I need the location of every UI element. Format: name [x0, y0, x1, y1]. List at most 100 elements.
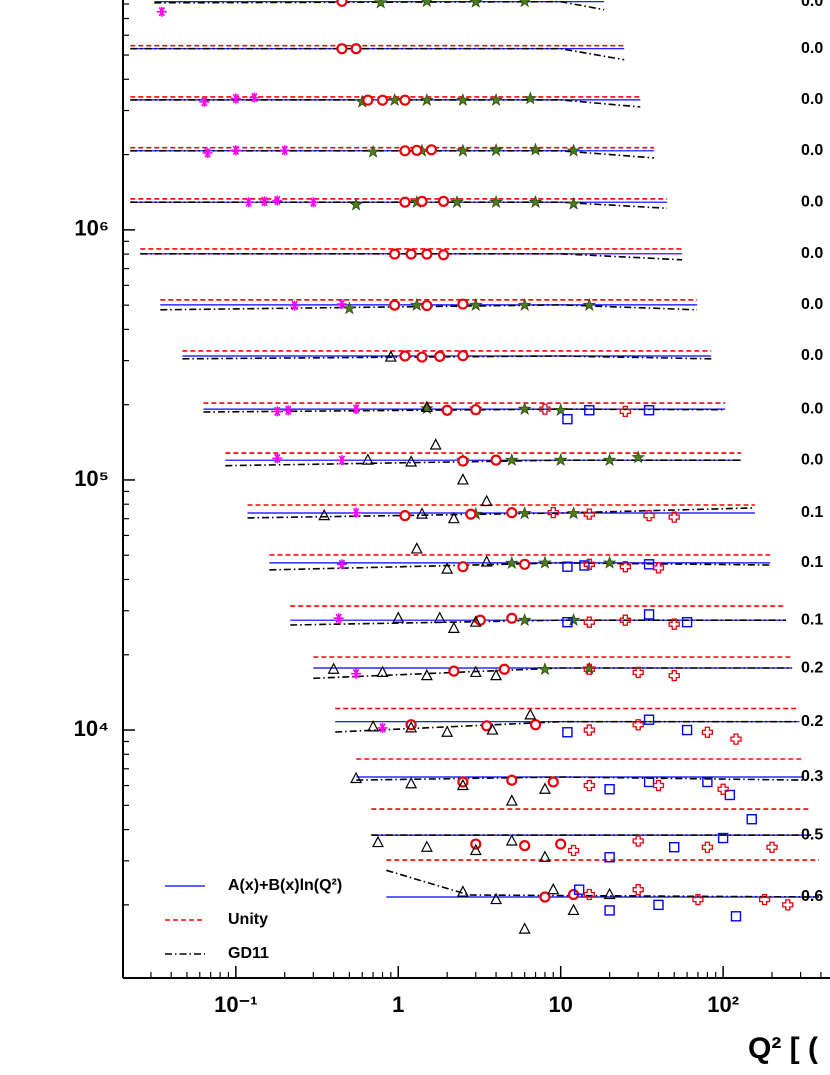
row-label: 0.0: [801, 347, 823, 364]
marker-triangle: [480, 555, 493, 567]
series-line: [130, 201, 668, 210]
y-tick-label: 10⁴: [74, 716, 109, 741]
marker-square: [604, 852, 615, 863]
marker-square: [604, 784, 615, 795]
marker-cross: [583, 663, 595, 675]
marker-circle: [470, 404, 482, 416]
marker-triangle: [392, 611, 405, 623]
row-label: 0.0: [801, 40, 823, 57]
marker-star: [469, 0, 483, 8]
row-label: 0.2: [801, 713, 823, 730]
marker-triangle: [327, 662, 340, 674]
marker-square: [584, 405, 595, 416]
x-tick-label: 1: [392, 992, 404, 1017]
marker-cross: [668, 670, 680, 682]
marker-star: [566, 613, 581, 626]
marker-triangle: [350, 771, 363, 784]
marker-square: [746, 814, 757, 825]
marker-asterisk: [283, 405, 294, 416]
marker-triangle: [420, 840, 433, 852]
marker-cross: [583, 558, 595, 570]
marker-square: [643, 609, 655, 620]
marker-square: [653, 899, 664, 911]
marker-circle: [437, 195, 450, 207]
marker-star: [373, 0, 388, 9]
marker-circle: [506, 774, 518, 786]
marker-cross: [619, 405, 631, 418]
marker-square: [643, 405, 655, 416]
series-line: [130, 47, 625, 61]
marker-triangle: [538, 782, 551, 794]
marker-circle: [399, 350, 411, 362]
marker-triangle: [405, 776, 418, 789]
marker-cross: [583, 888, 595, 901]
marker-cross: [632, 719, 644, 731]
marker-cross: [619, 561, 631, 573]
marker-triangle: [405, 721, 418, 733]
marker-triangle: [505, 834, 518, 846]
marker-cross: [632, 884, 644, 896]
legend-label: GD11: [228, 945, 269, 962]
marker-square: [681, 616, 693, 628]
marker-square: [573, 884, 585, 895]
marker-star: [582, 297, 597, 311]
marker-triangle: [420, 668, 433, 681]
marker-circle: [336, 0, 348, 7]
legend-label: A(x)+B(x)ln(Q²): [228, 877, 342, 894]
marker-triangle: [376, 665, 389, 678]
marker-triangle: [410, 542, 423, 554]
marker-cross: [766, 841, 778, 853]
row-label: 0.5: [801, 826, 823, 843]
marker-star: [523, 91, 538, 105]
marker-circle: [416, 351, 428, 363]
marker-circle: [399, 510, 411, 522]
marker-circle: [539, 891, 551, 903]
marker-cross: [583, 779, 595, 792]
marker-triangle: [518, 922, 531, 934]
marker-square: [579, 560, 590, 571]
marker-cross: [668, 618, 680, 630]
row-label: 0.0: [801, 400, 823, 417]
row-label: 0.1: [801, 554, 823, 571]
marker-star: [421, 0, 433, 8]
marker-square: [643, 559, 655, 570]
marker-cross: [652, 779, 665, 792]
marker-asterisk: [230, 145, 241, 156]
marker-star: [528, 142, 543, 156]
marker-cross: [782, 899, 794, 911]
marker-star: [420, 92, 434, 106]
marker-circle: [437, 249, 450, 261]
marker-circle: [555, 838, 567, 850]
marker-star: [489, 93, 503, 106]
marker-triangle: [367, 720, 380, 732]
marker-square: [669, 842, 680, 853]
row-label: 0.0: [801, 245, 823, 262]
marker-asterisk: [230, 93, 241, 104]
marker-circle: [448, 665, 460, 677]
marker-cross: [539, 403, 551, 415]
series-line: [290, 619, 786, 626]
marker-circle: [389, 248, 401, 260]
marker-asterisk: [272, 195, 283, 206]
marker-triangle: [538, 850, 551, 862]
marker-triangle: [567, 903, 580, 916]
series-line: [335, 720, 800, 733]
marker-star: [517, 401, 532, 416]
marker-circle: [336, 43, 348, 55]
marker-star: [517, 613, 532, 626]
marker-cross: [643, 509, 655, 522]
marker-triangle: [371, 835, 384, 848]
marker-triangle: [447, 511, 460, 524]
row-label: 0.0: [801, 451, 823, 468]
marker-circle: [519, 558, 531, 570]
series-line: [386, 869, 820, 898]
row-label: 0.1: [801, 611, 823, 628]
marker-circle: [399, 145, 411, 157]
series-line: [247, 507, 755, 519]
marker-star: [553, 452, 568, 466]
marker-circle: [376, 94, 389, 106]
x-tick-label: 10: [548, 992, 572, 1017]
marker-star: [504, 555, 519, 569]
marker-asterisk: [289, 300, 300, 311]
marker-asterisk: [243, 197, 254, 208]
